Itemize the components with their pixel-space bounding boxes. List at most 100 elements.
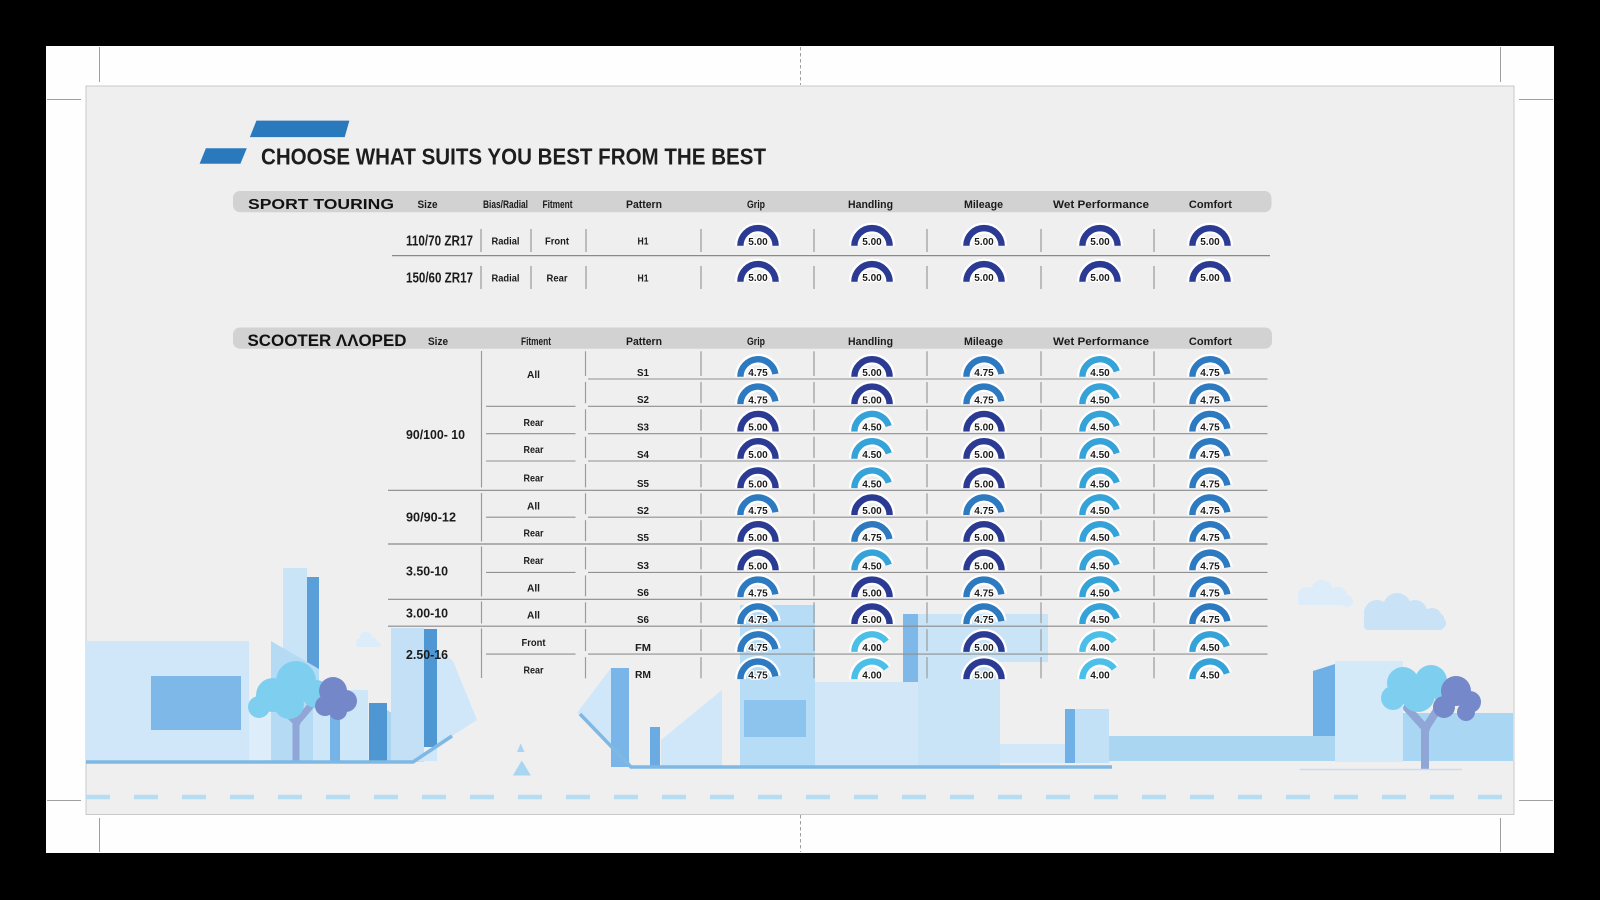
svg-text:Grip: Grip [747,199,765,211]
svg-text:Handling: Handling [848,199,893,211]
svg-text:5.00: 5.00 [1090,273,1110,284]
svg-text:4.50: 4.50 [1090,533,1110,544]
svg-text:4.75: 4.75 [748,368,768,379]
svg-text:4.50: 4.50 [862,479,882,490]
svg-text:4.75: 4.75 [748,615,768,626]
svg-text:H1: H1 [638,272,649,284]
svg-text:5.00: 5.00 [748,561,768,572]
svg-text:4.75: 4.75 [748,588,768,599]
svg-text:4.00: 4.00 [862,643,882,654]
svg-text:5.00: 5.00 [1200,237,1220,248]
svg-text:Radial: Radial [492,272,520,284]
svg-text:4.50: 4.50 [1090,450,1110,461]
svg-text:5.00: 5.00 [748,533,768,544]
svg-text:90/100- 10: 90/100- 10 [406,427,465,442]
svg-text:4.50: 4.50 [1090,395,1110,406]
svg-text:5.00: 5.00 [974,479,994,490]
svg-text:All: All [527,610,540,622]
svg-text:Rear: Rear [524,527,544,539]
svg-text:5.00: 5.00 [748,479,768,490]
svg-text:Front: Front [522,637,546,649]
svg-text:4.75: 4.75 [1200,395,1220,406]
svg-text:Rear: Rear [524,417,544,429]
svg-text:4.75: 4.75 [1200,450,1220,461]
svg-text:Handling: Handling [848,336,893,348]
svg-text:4.75: 4.75 [1200,506,1220,517]
svg-text:Rear: Rear [524,555,544,567]
svg-text:All: All [527,501,540,513]
svg-text:Front: Front [545,235,569,247]
svg-text:5.00: 5.00 [974,670,994,681]
svg-text:4.50: 4.50 [1090,368,1110,379]
svg-text:5.00: 5.00 [862,615,882,626]
svg-text:4.00: 4.00 [1090,670,1110,681]
svg-text:4.75: 4.75 [1200,479,1220,490]
svg-text:S6: S6 [637,614,649,626]
svg-text:4.50: 4.50 [1090,506,1110,517]
svg-text:4.00: 4.00 [862,670,882,681]
svg-text:All: All [527,369,540,381]
svg-text:5.00: 5.00 [748,273,768,284]
svg-text:Mileage: Mileage [964,336,1003,348]
svg-text:5.00: 5.00 [974,423,994,434]
svg-text:FM: FM [635,642,651,654]
svg-text:Grip: Grip [747,336,765,348]
svg-text:5.00: 5.00 [862,237,882,248]
svg-text:4.50: 4.50 [1090,423,1110,434]
svg-text:5.00: 5.00 [748,450,768,461]
svg-text:4.50: 4.50 [1090,588,1110,599]
svg-text:Mileage: Mileage [964,199,1003,211]
svg-text:SPORT TOURING: SPORT TOURING [248,196,394,213]
svg-text:4.75: 4.75 [748,506,768,517]
svg-text:4.75: 4.75 [1200,423,1220,434]
svg-text:4.75: 4.75 [862,533,882,544]
svg-text:5.00: 5.00 [862,273,882,284]
svg-text:Rear: Rear [524,444,544,456]
svg-text:Fitment: Fitment [543,199,573,211]
svg-text:4.75: 4.75 [974,615,994,626]
svg-text:2.50-16: 2.50-16 [406,647,448,662]
svg-text:S1: S1 [637,367,649,379]
svg-text:Wet Performance: Wet Performance [1053,199,1149,211]
svg-text:Pattern: Pattern [626,199,662,211]
svg-text:5.00: 5.00 [862,588,882,599]
svg-text:5.00: 5.00 [974,561,994,572]
svg-text:All: All [527,583,540,595]
svg-text:4.50: 4.50 [1090,561,1110,572]
svg-text:5.00: 5.00 [862,368,882,379]
svg-text:Rear: Rear [547,272,568,284]
svg-text:4.50: 4.50 [862,561,882,572]
svg-text:5.00: 5.00 [748,237,768,248]
svg-text:Rear: Rear [524,472,544,484]
svg-text:5.00: 5.00 [974,643,994,654]
svg-text:150/60 ZR17: 150/60 ZR17 [406,271,473,287]
svg-text:4.75: 4.75 [974,395,994,406]
svg-text:S2: S2 [637,505,649,517]
svg-text:4.50: 4.50 [1200,670,1220,681]
svg-text:S4: S4 [637,449,649,461]
svg-text:4.75: 4.75 [1200,533,1220,544]
svg-text:Rear: Rear [524,665,544,677]
svg-text:Comfort: Comfort [1189,336,1232,348]
svg-text:CHOOSE WHAT SUITS YOU BEST FRO: CHOOSE WHAT SUITS YOU BEST FROM THE BEST [261,144,766,170]
svg-text:4.75: 4.75 [748,643,768,654]
svg-text:4.50: 4.50 [1090,479,1110,490]
svg-text:90/90-12: 90/90-12 [406,510,456,525]
svg-text:S5: S5 [637,478,649,490]
svg-text:4.50: 4.50 [1090,615,1110,626]
svg-text:Fitment: Fitment [521,336,551,348]
svg-text:110/70 ZR17: 110/70 ZR17 [406,234,473,250]
svg-text:4.75: 4.75 [1200,615,1220,626]
svg-text:SCOOTER ΛΛOPED: SCOOTER ΛΛOPED [248,332,407,350]
svg-text:5.00: 5.00 [862,506,882,517]
svg-text:4.75: 4.75 [748,395,768,406]
svg-text:Comfort: Comfort [1189,199,1232,211]
svg-text:4.75: 4.75 [748,670,768,681]
svg-text:Wet Performance: Wet Performance [1053,336,1149,348]
svg-text:S3: S3 [637,560,649,572]
svg-text:Radial: Radial [492,235,520,247]
svg-text:4.50: 4.50 [1200,643,1220,654]
svg-text:4.00: 4.00 [1090,643,1110,654]
svg-text:Pattern: Pattern [626,336,662,348]
svg-text:S2: S2 [637,394,649,406]
